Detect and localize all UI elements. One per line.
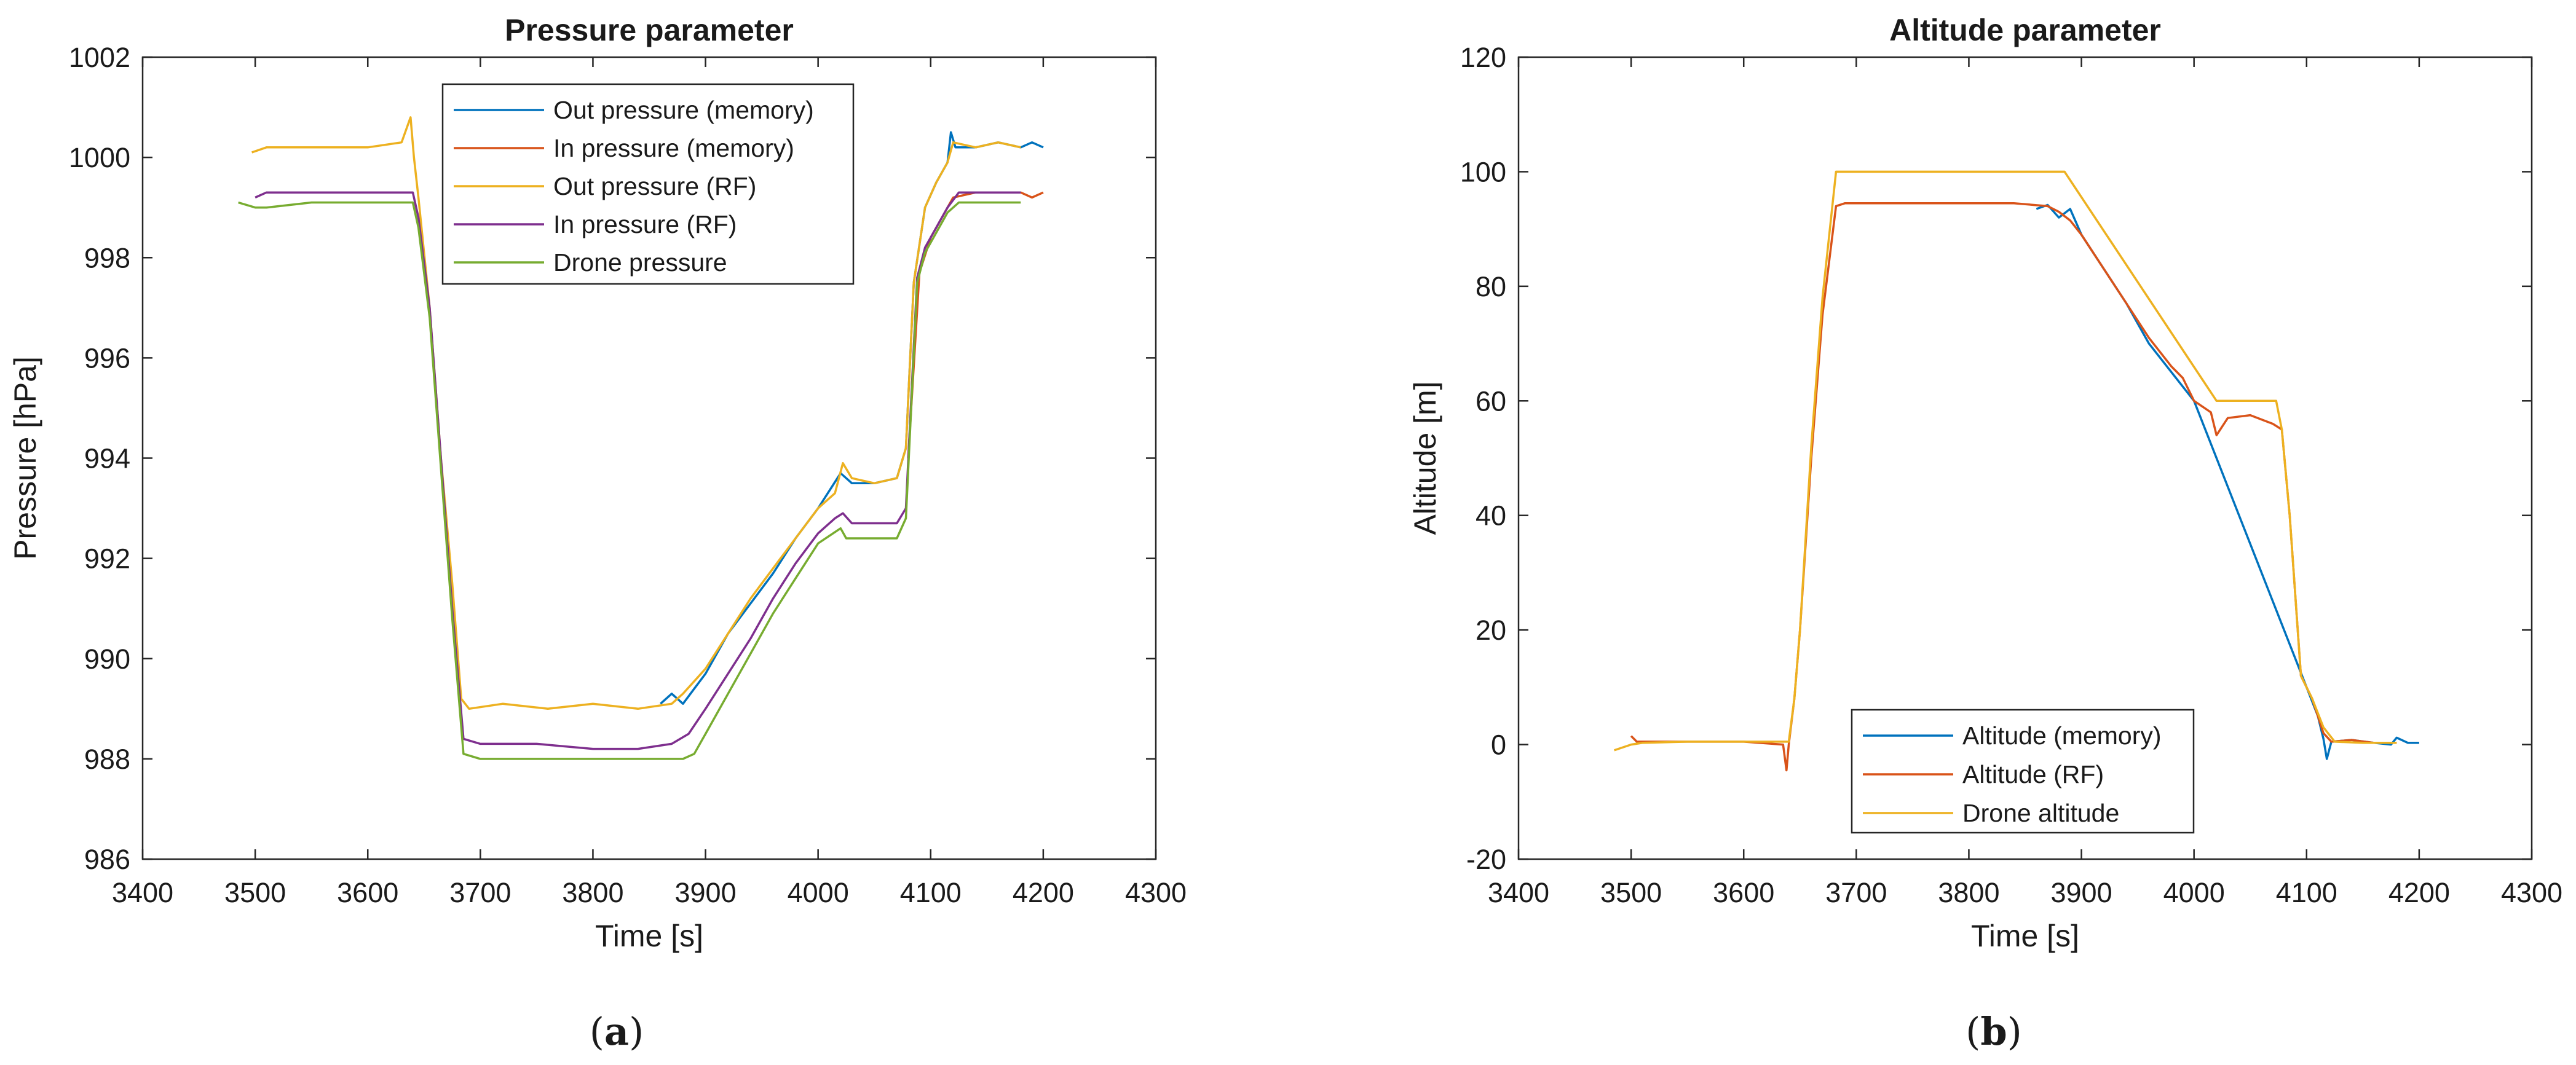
x-tick-label: 3800	[1938, 877, 1999, 908]
legend-entry: Altitude (memory)	[1962, 721, 2162, 750]
panel-caption: (a)	[590, 1009, 644, 1054]
series-group	[238, 116, 1044, 760]
x-axis-label: Time [s]	[1971, 919, 2079, 953]
y-tick-label: -20	[1466, 844, 1506, 875]
y-tick-label: 120	[1460, 42, 1506, 73]
y-tick-label: 988	[84, 744, 130, 775]
series-line-drone-altitude	[1614, 170, 2397, 752]
y-tick-label: 1002	[69, 42, 130, 73]
y-tick-label: 100	[1460, 156, 1506, 187]
x-tick-label: 3700	[1825, 877, 1887, 908]
legend: Out pressure (memory) In pressure (memory…	[441, 83, 855, 285]
chart-title: Altitude parameter	[1889, 13, 2161, 47]
legend-entry: In pressure (memory)	[553, 134, 794, 162]
y-tick-label: 60	[1476, 385, 1506, 417]
y-axis-label: Altitude [m]	[1408, 381, 1442, 535]
x-tick-label: 3700	[449, 877, 511, 908]
series-group	[1614, 170, 2419, 772]
legend-entry: In pressure (RF)	[553, 210, 737, 238]
y-tick-label: 40	[1476, 500, 1506, 532]
y-tick-label: 998	[84, 242, 130, 273]
y-tick-label: 1000	[69, 142, 130, 173]
x-axis-label: Time [s]	[595, 919, 703, 953]
y-axis-label: Pressure [hPa]	[8, 356, 42, 560]
y-tick-label: 20	[1476, 615, 1506, 646]
chart-pressure: 3400 3500 3600 3700 3800 3900 4000 4100 4200 4300…	[8, 13, 1187, 1054]
x-tick-label: 4300	[2501, 877, 2562, 908]
legend-entry: Altitude (RF)	[1962, 760, 2104, 788]
legend-entry: Drone altitude	[1962, 799, 2119, 827]
chart-title: Pressure parameter	[505, 13, 794, 47]
legend-box	[441, 83, 855, 285]
y-tick-label: 994	[84, 443, 130, 474]
x-tick-label: 4300	[1125, 877, 1187, 908]
series-line-in-pressure-rf	[255, 191, 1021, 750]
y-tick-label: 990	[84, 643, 130, 675]
x-tick-label: 3900	[675, 877, 737, 908]
legend: Altitude (memory) Altitude (RF) Drone alti…	[1851, 709, 2195, 834]
x-tick-label: 4200	[2388, 877, 2450, 908]
x-tick-label: 3500	[224, 877, 286, 908]
chart-altitude: 3400 3500 3600 3700 3800 3900 4000 4100 4200 4300…	[1408, 13, 2562, 1054]
y-tick-label: 986	[84, 844, 130, 875]
x-tick-label: 4000	[788, 877, 849, 908]
legend-entry: Drone pressure	[553, 248, 727, 277]
x-tick-label: 3900	[2051, 877, 2112, 908]
legend-entry: Out pressure (memory)	[553, 96, 814, 124]
x-tick-label: 3800	[562, 877, 623, 908]
y-tick-label: 80	[1476, 271, 1506, 302]
x-tick-label: 3600	[1713, 877, 1774, 908]
x-tick-label: 3600	[337, 877, 398, 908]
y-tick-label: 996	[84, 342, 130, 374]
y-tick-label: 0	[1491, 729, 1506, 761]
x-tick-label: 3400	[112, 877, 173, 908]
x-tick-label: 4100	[2276, 877, 2337, 908]
x-tick-label: 4000	[2163, 877, 2225, 908]
series-line-out-pressure-rf	[251, 116, 1021, 710]
legend-entry: Out pressure (RF)	[553, 172, 756, 200]
x-tick-label: 4100	[900, 877, 962, 908]
x-tick-label: 3500	[1600, 877, 1662, 908]
x-tick-label: 4200	[1013, 877, 1074, 908]
x-tick-label: 3400	[1488, 877, 1549, 908]
series-line-drone-pressure	[238, 201, 1021, 760]
y-tick-label: 992	[84, 543, 130, 575]
panel-caption: (b)	[1966, 1009, 2022, 1054]
